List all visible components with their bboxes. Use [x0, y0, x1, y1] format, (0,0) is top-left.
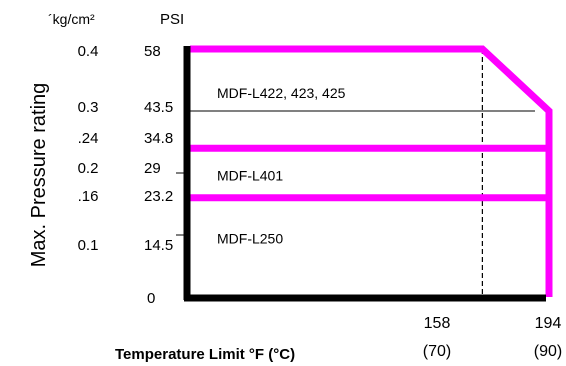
y-tick-label-kg: .24 [78, 130, 99, 147]
y-tick-label-kg: 0.4 [78, 43, 99, 60]
y-tick-label-psi: 29 [144, 160, 161, 177]
y-tick-label-psi: 0 [147, 290, 155, 307]
region-label: MDF-L422, 423, 425 [217, 85, 346, 101]
y-tick-label-kg: 0.1 [78, 237, 99, 254]
y-tick-label-psi: 14.5 [144, 237, 173, 254]
y-unit-psi-label: PSI [160, 11, 184, 28]
x-tick-label-c: (90) [534, 343, 562, 360]
y-tick-label-psi: 58 [144, 43, 161, 60]
y-tick-label-psi: 34.8 [144, 130, 173, 147]
y-tick-label-psi: 43.5 [144, 99, 173, 116]
y-tick-label-kg: .16 [78, 188, 99, 205]
x-tick-label-c: (70) [423, 343, 451, 360]
y-tick-label-kg: 0.3 [78, 99, 99, 116]
y-axis-title: Max. Pressure rating [28, 83, 50, 268]
x-tick-label-f: 158 [424, 315, 451, 332]
rating-boundary-line [190, 45, 553, 297]
y-tick-label-kg: 0.2 [78, 160, 99, 177]
y-tick-label-psi: 23.2 [144, 188, 173, 205]
region-label: MDF-L401 [217, 167, 283, 183]
x-tick-label-f: 194 [535, 315, 562, 332]
x-axis-title: Temperature Limit °F (°C) [115, 346, 295, 363]
y-unit-kg-label: ´kg/cm² [48, 11, 95, 27]
region-label: MDF-L250 [217, 230, 283, 246]
